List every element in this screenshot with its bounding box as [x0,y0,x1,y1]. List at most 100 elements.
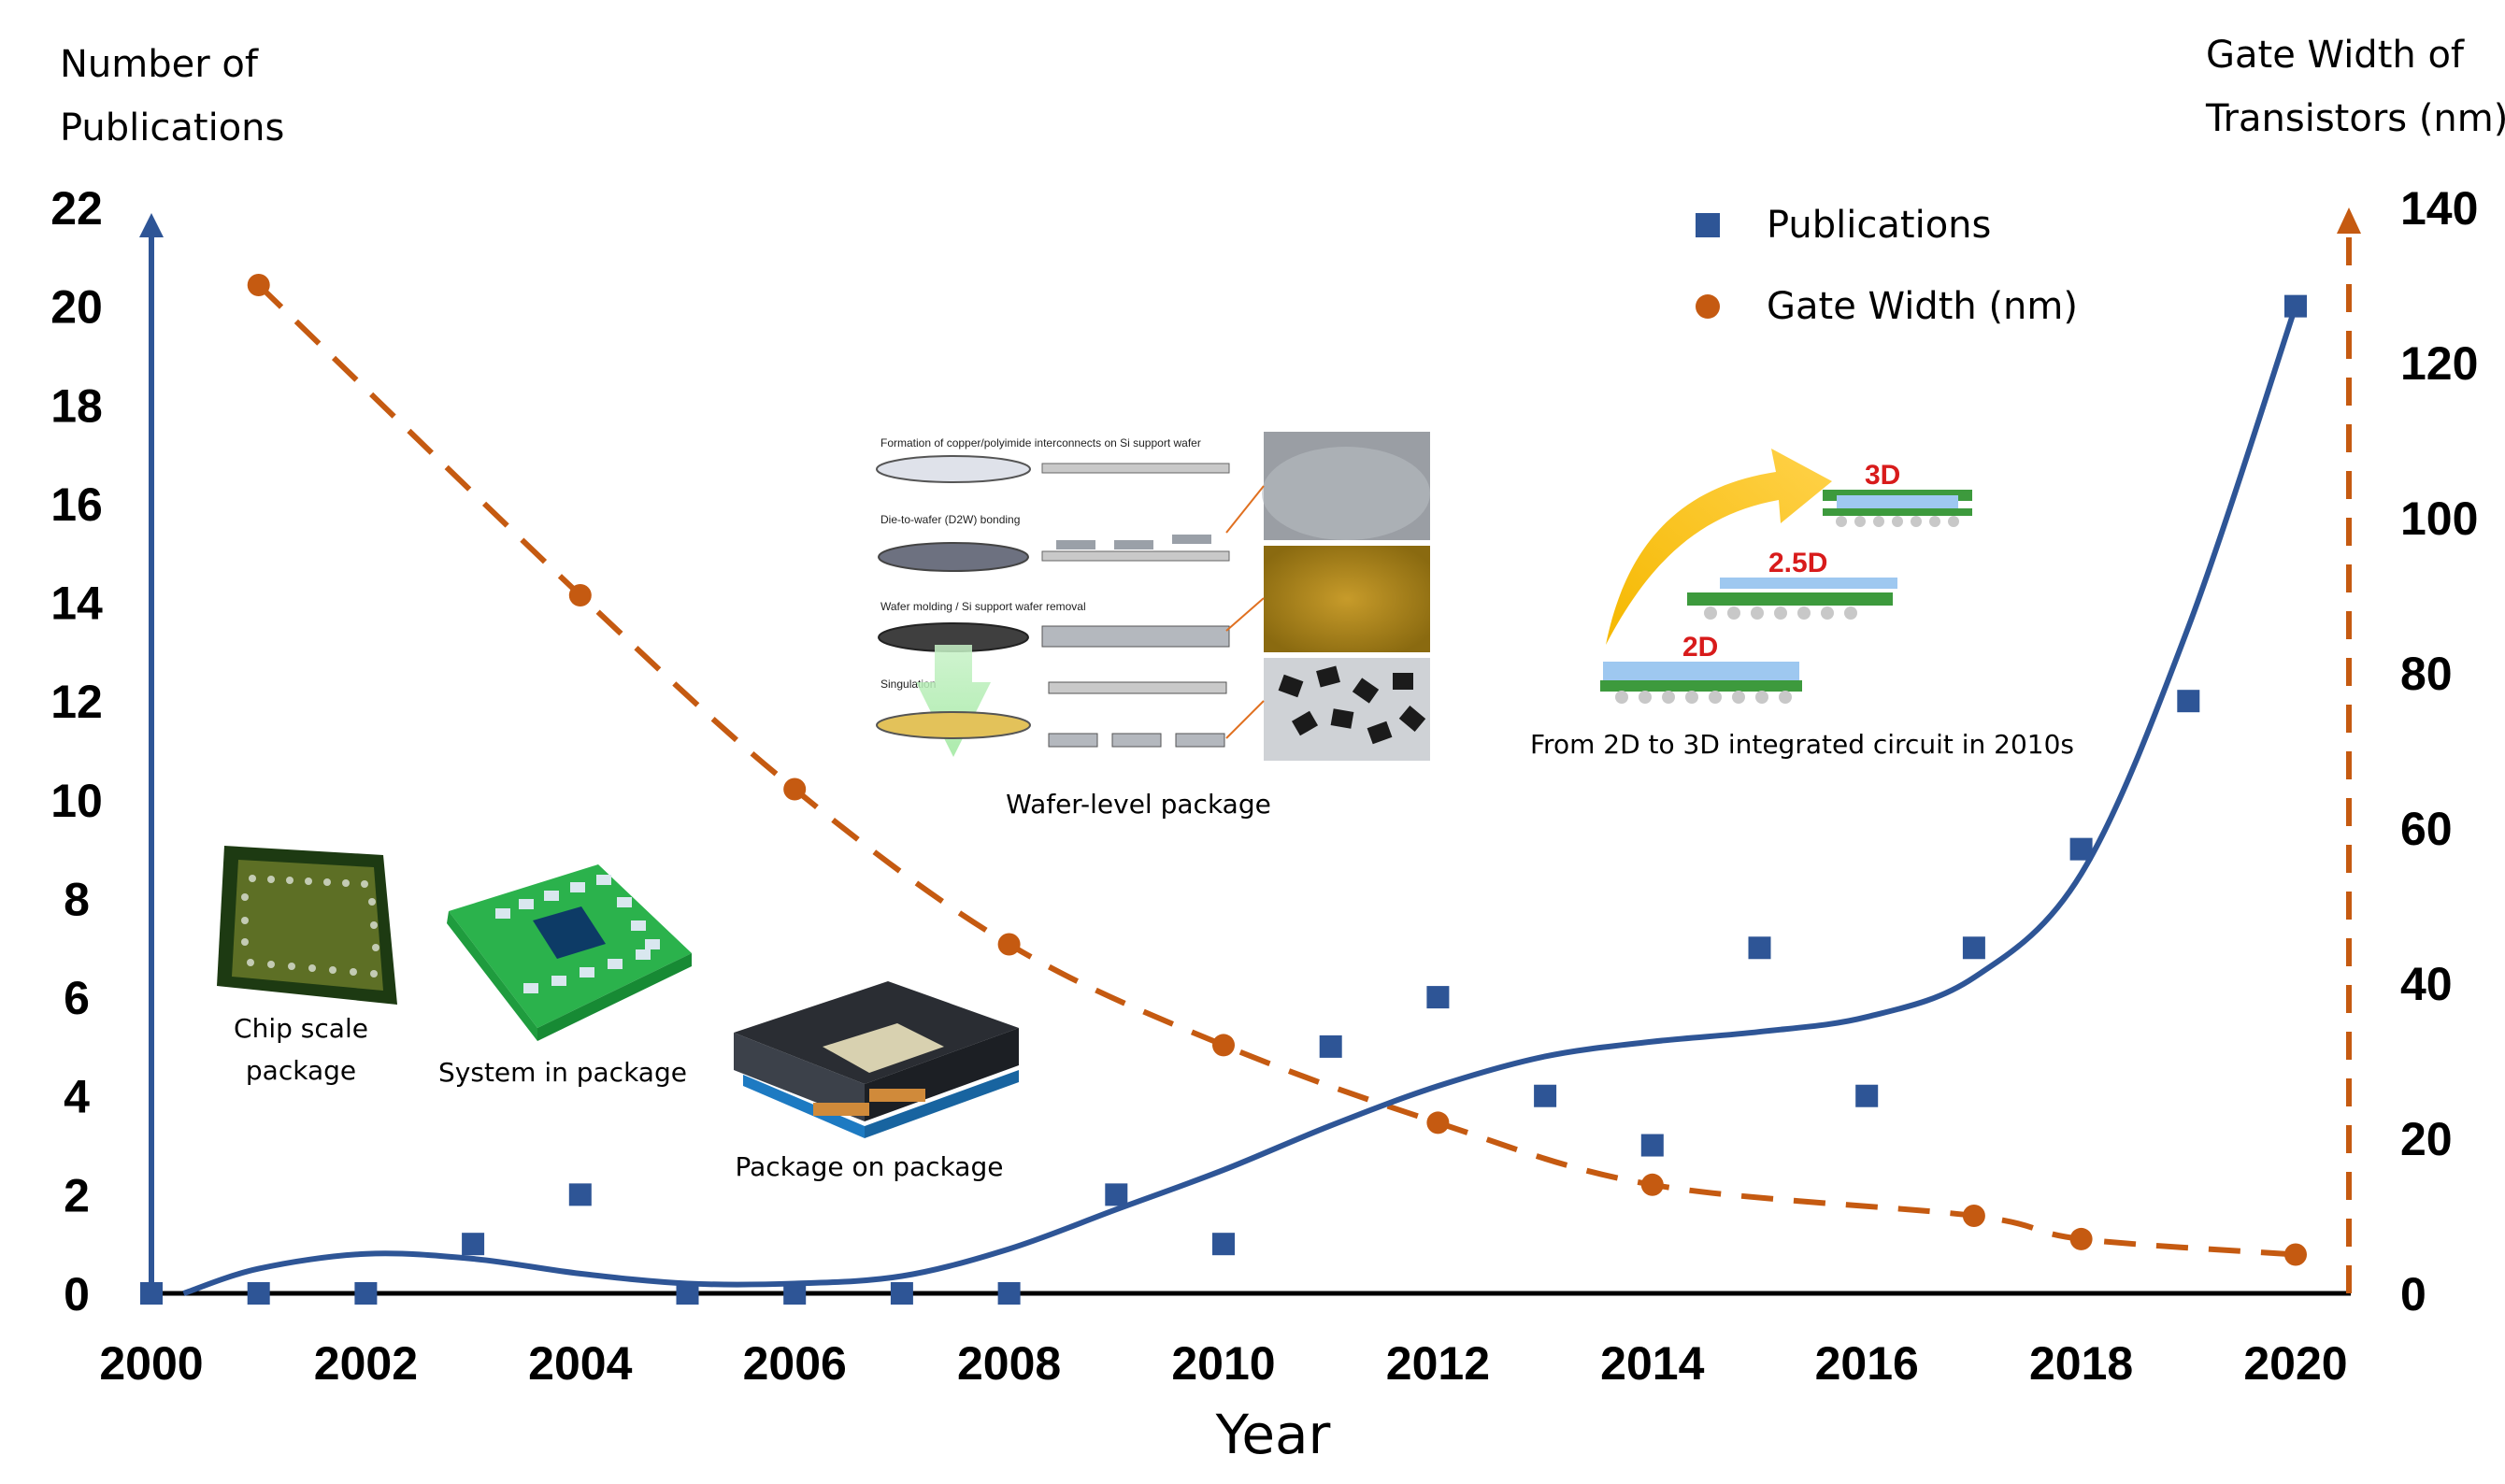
left-axis-title: Number of Publications [60,43,284,150]
left-tick-label: 8 [64,873,90,925]
x-tick-label: 2008 [957,1337,1061,1390]
left-axis-title-line1: Number of [60,43,259,86]
publications-point [247,1282,270,1305]
publications-point [676,1282,699,1305]
annotation-2d-to-3d: From 2D to 3D integrated circuit in 2010… [1530,729,2074,760]
publications-point [354,1282,378,1305]
annotation-system-in-package: System in package [438,1057,687,1088]
publications-point [1640,1134,1664,1157]
x-tick-label: 2016 [1815,1337,1919,1390]
right-axis-title-line1: Gate Width of [2206,34,2465,77]
wlp-step-3: Wafer molding / Si support wafer removal [880,600,1086,613]
publications-point [2284,294,2307,318]
x-tick-label: 2014 [1600,1337,1704,1390]
publications-point [1748,936,1771,960]
gate-width-point [1212,1034,1235,1057]
left-tick-label: 10 [50,775,103,827]
right-tick-labels: 0 20 40 60 80 100 120 140 [2400,182,2478,1320]
publications-point [890,1282,913,1305]
left-tick-label: 16 [50,478,103,531]
right-tick-label: 40 [2400,958,2453,1010]
gate-width-point [247,274,270,296]
publications-trend-line [182,305,2298,1296]
x-tick-label: 2006 [743,1337,847,1390]
label-2-5d: 2.5D [1768,548,1827,578]
label-3d: 3D [1865,460,1900,491]
gate-width-point [2284,1243,2307,1266]
package-on-package-illustration [734,981,1019,1138]
right-tick-label: 20 [2400,1113,2453,1165]
right-tick-label: 120 [2400,337,2478,390]
publications-point [783,1282,807,1305]
annotation-chip-scale-line1: Chip scale [234,1013,368,1044]
legend: Publications Gate Width (nm) [1696,204,2078,328]
axes [139,207,2361,1296]
left-tick-label: 20 [50,281,103,334]
x-tick-labels: 2000 2002 2004 2006 2008 2010 2012 2014 2016 2018… [99,1337,2347,1390]
left-axis-title-line2: Publications [60,107,284,150]
publications-point [1962,936,1985,960]
gate-width-point [783,778,807,801]
publications-point [1855,1084,1879,1107]
x-tick-label: 2004 [528,1337,632,1390]
left-tick-label: 22 [50,182,103,235]
publications-series [140,294,2307,1305]
publications-point [1105,1183,1128,1206]
annotation-wafer-level-package: Wafer-level package [1006,789,1271,820]
legend-publications-marker [1696,213,1720,237]
x-tick-label: 2010 [1171,1337,1275,1390]
legend-publications-label: Publications [1767,204,1991,247]
gate-width-point [1426,1111,1450,1134]
wlp-step-1: Formation of copper/polyimide interconne… [880,436,1201,449]
gate-width-line [256,282,2297,1258]
x-tick-label: 2020 [2243,1337,2347,1390]
integrated-circuit-illustration: 3D 2.5D 2D [1600,449,1972,704]
gate-width-point [1640,1173,1664,1196]
x-tick-label: 2018 [2029,1337,2133,1390]
left-axis-arrow [139,213,164,237]
x-tick-label: 2012 [1386,1337,1490,1390]
x-axis-title: Year [1215,1403,1331,1466]
gate-width-series [247,274,2307,1266]
system-in-package-illustration [447,864,692,1041]
right-tick-label: 0 [2400,1268,2426,1320]
left-tick-label: 6 [64,972,90,1024]
right-axis-title-line2: Transistors (nm) [2205,97,2505,140]
x-tick-label: 2002 [314,1337,418,1390]
left-tick-labels: 0 2 4 6 8 10 12 14 16 18 20 22 [50,182,103,1320]
publications-point [2069,837,2093,861]
wlp-step-2: Die-to-wafer (D2W) bonding [880,513,1020,526]
publications-point [1534,1084,1557,1107]
gate-width-point [997,933,1021,956]
publications-point [140,1282,163,1305]
gate-width-point [568,584,592,606]
left-tick-label: 2 [64,1169,90,1221]
left-tick-label: 12 [50,676,103,728]
x-tick-label: 2000 [99,1337,203,1390]
right-tick-label: 100 [2400,492,2478,545]
right-tick-label: 60 [2400,803,2453,855]
gate-width-point [2069,1227,2093,1250]
left-tick-label: 14 [50,578,103,630]
publications-point [2177,690,2200,713]
left-tick-label: 4 [64,1071,90,1123]
gate-width-point [1962,1205,1985,1227]
publications-point [997,1282,1021,1305]
label-2d: 2D [1682,632,1718,663]
right-axis-arrow [2337,207,2361,234]
publications-point [1426,986,1450,1009]
annotation-chip-scale-line2: package [246,1055,356,1086]
chip-scale-package-illustration [217,846,397,1005]
wafer-level-package-illustration: Formation of copper/polyimide interconne… [851,428,1430,781]
publications-point [568,1183,592,1206]
publications-point [1212,1233,1235,1256]
right-tick-label: 80 [2400,648,2453,700]
publications-point [1319,1035,1342,1058]
legend-gate-width-label: Gate Width (nm) [1767,285,2078,328]
right-axis-title: Gate Width of Transistors (nm) [2205,34,2505,140]
right-tick-label: 140 [2400,182,2478,235]
left-tick-label: 0 [64,1268,90,1320]
publications-point [462,1233,485,1256]
annotation-package-on-package: Package on package [736,1151,1004,1182]
